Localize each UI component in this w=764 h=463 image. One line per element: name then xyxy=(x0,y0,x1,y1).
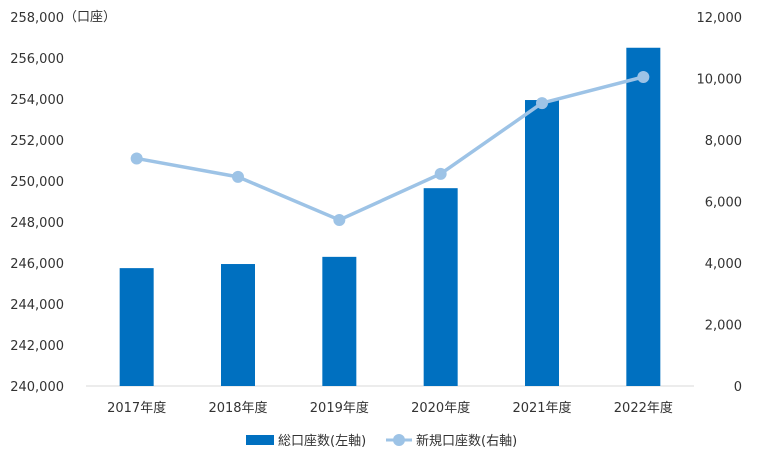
left-axis-tick-label: 244,000 xyxy=(10,298,64,313)
point-new-accounts-2021年度 xyxy=(536,97,548,110)
line-series xyxy=(130,70,650,226)
left-axis-unit-label: （口座） xyxy=(64,10,116,25)
right-axis-tick-label: 2,000 xyxy=(705,319,742,334)
right-axis-tick-label: 0 xyxy=(734,380,742,395)
legend-label-total-accounts: 総口座数(左軸) xyxy=(278,434,366,449)
line-new-accounts xyxy=(136,75,644,222)
right-axis-tick-label: 6,000 xyxy=(705,196,742,211)
right-axis-tick-label: 8,000 xyxy=(705,134,742,149)
right-axis-tick-label: 10,000 xyxy=(697,73,743,88)
bar-total-accounts-2021年度 xyxy=(525,100,559,387)
x-axis-labels: 2017年度 2018年度 2019年度 2020年度 2021年度 2022年度 xyxy=(107,400,673,416)
legend-label-new-accounts: 新規口座数(右軸) xyxy=(416,433,517,449)
legend-swatch-marker-new-accounts xyxy=(393,434,405,446)
left-axis-tick-label: 246,000 xyxy=(10,257,64,272)
left-axis-tick-label: 250,000 xyxy=(10,175,64,190)
right-axis-ticks: 0 2,000 4,000 6,000 8,000 10,000 12,000 xyxy=(697,11,743,395)
bar-total-accounts-2020年度 xyxy=(423,188,458,386)
x-axis-tick-label: 2021年度 xyxy=(512,400,571,416)
point-new-accounts-2019年度 xyxy=(333,213,346,226)
point-new-accounts-2018年度 xyxy=(232,170,244,183)
bar-total-accounts-2019年度 xyxy=(322,256,357,386)
point-new-accounts-2022年度 xyxy=(637,70,650,83)
x-axis-tick-label: 2019年度 xyxy=(310,400,369,416)
left-axis-ticks: 240,000 242,000 244,000 246,000 248,000 250,0… xyxy=(10,11,64,395)
right-axis-tick-label: 12,000 xyxy=(697,11,743,26)
left-axis-tick-label: 256,000 xyxy=(10,52,64,67)
left-axis-tick-label: 258,000 xyxy=(10,11,64,26)
bar-total-accounts-2022年度 xyxy=(626,47,661,386)
bar-total-accounts-2017年度 xyxy=(119,268,154,386)
point-new-accounts-2020年度 xyxy=(434,167,447,180)
x-axis-tick-label: 2022年度 xyxy=(614,400,673,416)
legend-swatch-total-accounts xyxy=(246,435,274,445)
left-axis-tick-label: 242,000 xyxy=(10,339,64,354)
bar-total-accounts-2018年度 xyxy=(221,264,255,386)
bar-series xyxy=(119,47,661,387)
left-axis-tick-label: 254,000 xyxy=(10,93,64,108)
x-axis-tick-label: 2020年度 xyxy=(411,400,470,416)
right-axis-tick-label: 4,000 xyxy=(705,257,742,272)
x-axis-tick-label: 2018年度 xyxy=(208,400,267,416)
left-axis-tick-label: 240,000 xyxy=(10,380,64,395)
left-axis-tick-label: 248,000 xyxy=(10,216,64,231)
left-axis-tick-label: 252,000 xyxy=(10,134,64,149)
legend: 総口座数(左軸) 新規口座数(右軸) xyxy=(246,433,517,449)
x-axis-tick-label: 2017年度 xyxy=(107,400,166,416)
point-new-accounts-2017年度 xyxy=(130,152,143,165)
